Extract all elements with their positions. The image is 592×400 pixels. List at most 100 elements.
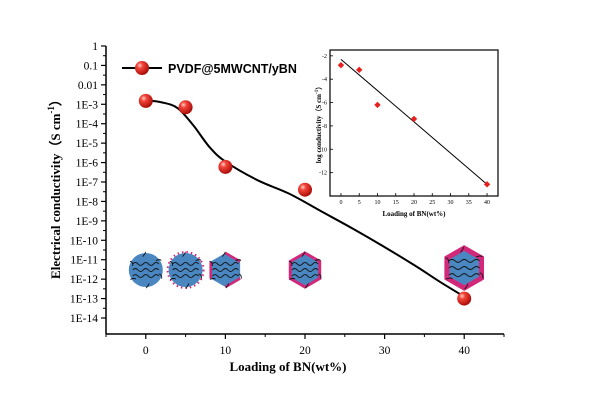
cnt-tail xyxy=(238,273,242,279)
inset-data-point xyxy=(483,181,491,188)
y-tick-label: 1E-12 xyxy=(70,274,98,286)
cnt-tail xyxy=(305,282,309,289)
cnt-strand xyxy=(132,261,160,266)
cnt-strand xyxy=(132,268,160,272)
cnt-tail xyxy=(142,251,146,257)
inset-data-point xyxy=(356,66,363,74)
y-tick-label: 1E-4 xyxy=(76,119,99,131)
data-point xyxy=(178,100,193,115)
cnt-tail xyxy=(185,282,190,289)
y-tick-label: 1E-3 xyxy=(76,99,99,111)
cnt-tail xyxy=(445,277,453,280)
cnt-tail xyxy=(475,255,483,258)
cnt-strand xyxy=(448,266,480,270)
cnt-tail xyxy=(195,259,202,262)
main-data-points xyxy=(138,93,472,306)
cnt-tail xyxy=(182,251,186,257)
y-axis-title-close: ） xyxy=(48,93,63,106)
inset-y-tick-label: -10 xyxy=(319,147,327,153)
y-tick-label: 1E-13 xyxy=(70,294,98,306)
cnt-tail xyxy=(198,273,202,279)
cnt-tail xyxy=(460,246,465,253)
y-tick-label: 1E-10 xyxy=(70,235,98,247)
inset-y-tick-label: -2 xyxy=(322,54,327,60)
cnt-tail xyxy=(130,277,137,280)
particle-core xyxy=(210,253,241,287)
inset-y-tick-label: -4 xyxy=(322,77,327,83)
cnt-tail xyxy=(209,260,213,267)
cnt-tail xyxy=(225,282,230,289)
cnt-strand xyxy=(212,261,239,266)
inset-x-tick-label: 35 xyxy=(466,200,472,206)
cnt-tail xyxy=(169,260,174,267)
x-tick-label: 20 xyxy=(299,345,311,357)
particle-2 xyxy=(209,251,242,289)
inset-y-axis-title-superscript: -1 xyxy=(315,89,320,94)
data-point xyxy=(218,159,233,174)
cnt-strand xyxy=(291,268,319,272)
cnt-tail xyxy=(155,259,162,262)
inset-data-point xyxy=(374,101,381,109)
inset-x-tick-label: 5 xyxy=(358,200,361,206)
main-y-ticks: 1 0.1 0.01 1E-3 1E-4 1E-5 1E-6 1E-7 1E-8 1E-9 1E-1… xyxy=(70,41,106,325)
cnt-strand xyxy=(212,268,239,272)
y-tick-label: 1E-7 xyxy=(76,177,99,189)
cnt-tail xyxy=(314,259,321,262)
inset-x-tick-label: 30 xyxy=(448,200,454,206)
y-axis-title-superscript: -1 xyxy=(46,106,56,114)
cnt-tail xyxy=(158,273,163,279)
x-tick-label: 40 xyxy=(458,345,470,357)
legend: PVDF@5MWCNT/yBN xyxy=(122,61,297,76)
y-tick-label: 0.01 xyxy=(78,80,98,92)
inset-x-tick-label: 15 xyxy=(393,200,399,206)
cnt-tail xyxy=(169,277,176,280)
cnt-tail xyxy=(145,282,150,289)
cnt-strand xyxy=(172,261,199,266)
y-tick-label: 1E-14 xyxy=(70,313,98,325)
inset-data-point xyxy=(337,61,345,69)
cnt-tail xyxy=(129,260,134,267)
inset-x-ticks: 0 5 10 15 20 25 30 35 40 xyxy=(339,193,490,206)
y-tick-label: 1 xyxy=(92,41,98,53)
particle-core xyxy=(446,248,482,288)
cnt-tail xyxy=(235,259,242,262)
particle-1 xyxy=(166,251,205,289)
cnt-tail xyxy=(479,272,484,279)
cnt-strand xyxy=(172,274,199,279)
particle-core xyxy=(128,253,163,287)
y-tick-label: 1E-9 xyxy=(76,216,99,228)
inset-y-axis-title-main: log conductivity（S cm xyxy=(315,94,323,163)
x-axis-title: Loading of BN(wt%) xyxy=(229,359,346,374)
particle-core xyxy=(168,253,203,287)
inset-y-axis-title: log conductivity（S cm-1） xyxy=(315,83,323,163)
inset-y-ticks: -2 -4 -6 -8 -10 -12 xyxy=(319,54,333,177)
y-tick-label: 0.1 xyxy=(84,60,99,72)
data-point xyxy=(298,182,312,197)
particle-4 xyxy=(444,245,485,291)
particle-illustrations xyxy=(128,245,485,291)
inset-x-tick-label: 20 xyxy=(411,200,417,206)
y-tick-label: 1E-8 xyxy=(76,196,99,208)
cnt-strand xyxy=(291,261,319,266)
inset-data-point xyxy=(410,115,418,123)
x-tick-label: 10 xyxy=(220,345,232,357)
main-x-ticks: 0 10 20 30 40 xyxy=(105,334,505,357)
particle-3 xyxy=(288,251,322,289)
inset-y-tick-label: -12 xyxy=(319,171,327,177)
cnt-tail xyxy=(289,260,293,267)
inset-x-tick-label: 0 xyxy=(339,200,342,206)
y-tick-label: 1E-11 xyxy=(70,255,98,267)
particle-0 xyxy=(128,251,163,289)
inset-y-axis-title-close: ） xyxy=(315,83,323,90)
y-axis-title-main: Electrical conductivity（S cm xyxy=(48,113,63,279)
inset-y-tick-label: -8 xyxy=(322,124,327,130)
legend-marker xyxy=(135,61,149,75)
inset-x-tick-label: 40 xyxy=(484,200,490,206)
bn-dots xyxy=(166,251,205,289)
cnt-tail xyxy=(209,277,216,280)
cnt-strand xyxy=(172,268,199,272)
cnt-tail xyxy=(289,277,296,280)
y-tick-label: 1E-5 xyxy=(76,138,99,150)
inset-data-points xyxy=(337,61,491,188)
